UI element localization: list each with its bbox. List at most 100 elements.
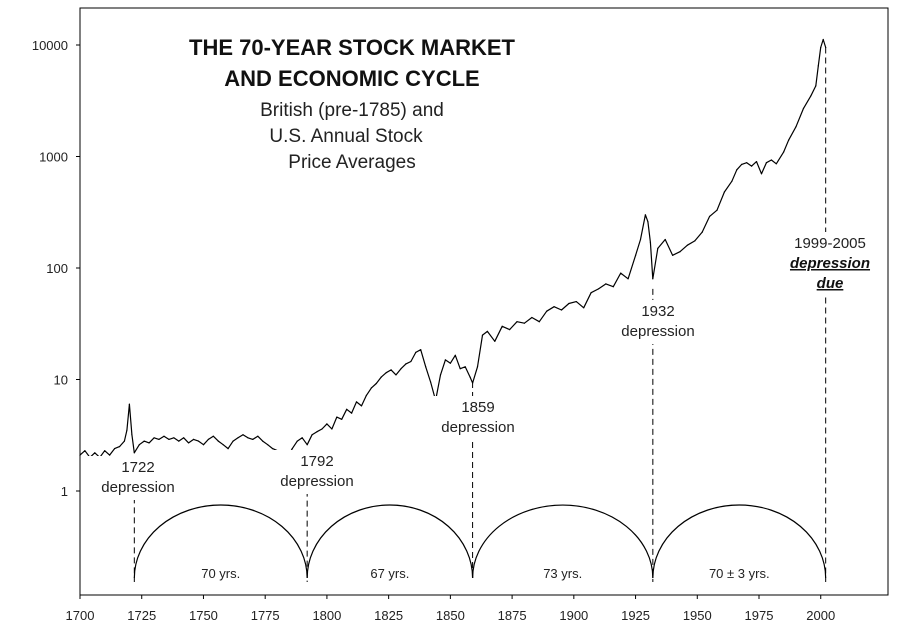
price-point xyxy=(365,394,367,396)
price-point xyxy=(760,173,763,175)
price-point xyxy=(439,374,442,376)
price-point xyxy=(336,416,338,418)
price-point xyxy=(400,368,402,370)
price-point xyxy=(494,340,496,342)
price-point xyxy=(516,321,518,323)
price-point xyxy=(612,286,614,288)
price-point xyxy=(385,372,387,374)
price-point xyxy=(694,240,696,242)
price-point xyxy=(202,444,205,446)
price-point xyxy=(222,444,224,446)
price-point xyxy=(104,450,106,452)
price-point xyxy=(227,448,229,450)
price-point xyxy=(158,438,160,440)
chart-subtitle-line-3: Price Averages xyxy=(288,152,415,173)
chart-title: THE 70-YEAR STOCK MARKET AND ECONOMIC CY… xyxy=(189,35,516,173)
cycle-arcs: 70 yrs. 67 yrs. 73 yrs. 70 ± 3 yrs. xyxy=(133,504,827,581)
price-point xyxy=(815,85,817,87)
price-point xyxy=(679,251,681,253)
price-point xyxy=(197,440,200,442)
price-point xyxy=(425,366,427,368)
price-point xyxy=(746,162,748,164)
price-point xyxy=(464,366,466,368)
x-tick-label: 1925 xyxy=(621,608,650,623)
price-point xyxy=(822,38,824,41)
cycle-arc xyxy=(133,504,308,579)
price-point xyxy=(346,408,348,410)
price-point xyxy=(272,448,274,450)
price-point xyxy=(267,444,269,446)
x-tick-label: 1975 xyxy=(745,608,774,623)
price-point xyxy=(590,292,592,294)
price-point xyxy=(765,162,768,164)
price-point xyxy=(143,440,145,442)
price-point xyxy=(94,452,96,454)
price-point xyxy=(583,307,585,309)
x-tick-label: 1950 xyxy=(683,608,712,623)
price-point xyxy=(751,165,753,167)
price-point xyxy=(326,423,328,425)
price-point xyxy=(605,283,607,285)
depression-annotation-text: depression xyxy=(790,255,870,272)
x-tick-label: 1900 xyxy=(559,608,588,623)
price-point xyxy=(331,428,333,430)
price-point xyxy=(817,65,819,67)
price-point xyxy=(178,440,180,442)
price-point xyxy=(262,440,264,442)
price-point xyxy=(252,438,254,440)
price-point xyxy=(444,359,446,361)
price-point xyxy=(741,163,743,165)
price-point xyxy=(316,431,318,433)
price-point xyxy=(810,95,812,97)
price-point xyxy=(723,191,726,193)
annotations: 1722 depression 1792 depression 1859 depressi… xyxy=(86,232,882,500)
price-point xyxy=(481,334,484,336)
price-point xyxy=(242,434,244,436)
price-point xyxy=(133,452,135,454)
price-point xyxy=(237,437,239,439)
price-point xyxy=(390,369,392,371)
price-point xyxy=(321,428,323,430)
price-point xyxy=(212,435,214,437)
price-point xyxy=(770,159,773,161)
price-point xyxy=(173,437,175,439)
price-point xyxy=(553,306,555,308)
price-point xyxy=(531,316,533,319)
price-point xyxy=(538,321,540,323)
price-point xyxy=(375,382,377,385)
price-point xyxy=(291,448,293,450)
price-point xyxy=(802,107,805,109)
price-point xyxy=(128,403,130,405)
price-point xyxy=(736,169,738,171)
price-point xyxy=(652,278,654,280)
depression-markers xyxy=(133,47,827,582)
price-point xyxy=(672,254,674,256)
depression-annotation-text: 1999-2005 xyxy=(794,235,866,252)
price-point xyxy=(153,437,155,439)
cycle-arc xyxy=(652,504,827,579)
price-point xyxy=(123,440,125,442)
price-point xyxy=(126,429,128,431)
cycle-arc xyxy=(306,504,474,579)
price-point xyxy=(114,448,116,450)
cycle-arc xyxy=(471,504,654,579)
y-tick-label: 10000 xyxy=(32,38,68,53)
price-point xyxy=(639,238,642,241)
depression-annotation-text: 1859 xyxy=(461,399,494,416)
price-point xyxy=(664,238,666,241)
price-point xyxy=(788,139,790,141)
cycle-length-label: 70 ± 3 yrs. xyxy=(709,566,770,581)
depression-annotation-text: 1722 xyxy=(121,459,154,476)
price-point xyxy=(217,440,219,442)
price-point xyxy=(731,180,733,182)
price-point xyxy=(148,442,150,444)
price-point xyxy=(370,387,372,389)
price-point xyxy=(472,382,474,384)
price-point xyxy=(568,302,570,305)
price-point xyxy=(783,151,785,153)
price-point xyxy=(476,366,479,368)
price-point xyxy=(469,376,471,378)
price-point xyxy=(454,354,456,356)
price-point xyxy=(716,209,718,211)
y-tick-label: 100 xyxy=(46,261,68,276)
